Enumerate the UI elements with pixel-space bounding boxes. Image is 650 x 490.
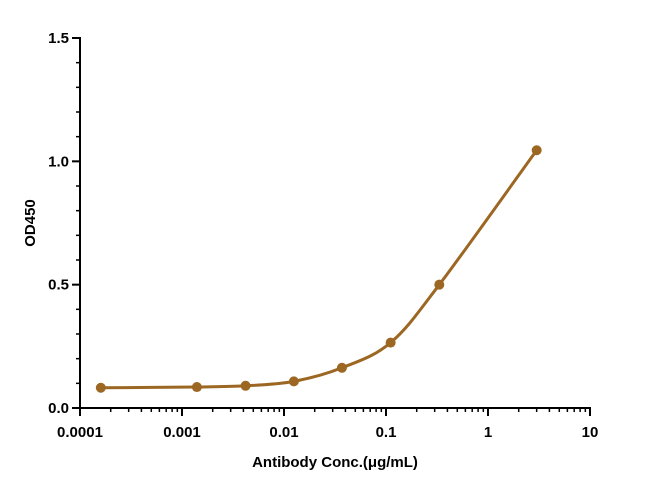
y-tick-label: 1.0 — [48, 153, 69, 170]
data-points — [95, 145, 542, 393]
x-tick-label: 0.01 — [269, 424, 298, 441]
x-tick-label: 10 — [582, 424, 599, 441]
data-point — [531, 145, 542, 156]
data-point — [288, 376, 299, 387]
fit-curve — [100, 149, 538, 390]
data-point — [191, 382, 202, 393]
x-tick-label: 1 — [484, 424, 492, 441]
x-tick-label: 0.0001 — [57, 424, 103, 441]
y-tick-label: 0.5 — [48, 277, 69, 294]
y-tick-label: 1.5 — [48, 30, 69, 47]
x-axis: 0.0001 0.001 0.01 0.1 1 10 — [57, 407, 599, 441]
data-point — [95, 382, 106, 393]
x-axis-title: Antibody Conc.(μg/mL) — [252, 454, 418, 471]
data-point — [336, 362, 347, 373]
data-point — [434, 279, 445, 290]
y-axis-title: OD450 — [22, 199, 39, 247]
x-tick-label: 0.001 — [163, 424, 201, 441]
y-tick-label: 0.0 — [48, 400, 69, 417]
x-tick-label: 0.1 — [376, 424, 397, 441]
data-point — [385, 337, 396, 348]
data-point — [240, 380, 251, 391]
y-axis: 0.0 0.5 1.0 1.5 — [48, 30, 81, 417]
